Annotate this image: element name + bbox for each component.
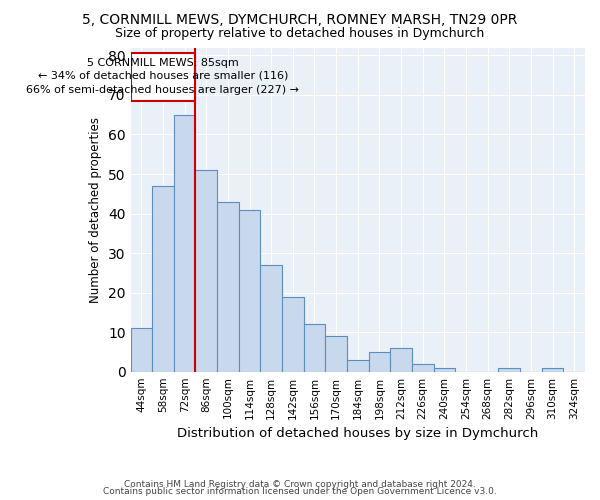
Text: ← 34% of detached houses are smaller (116): ← 34% of detached houses are smaller (11… — [38, 71, 288, 81]
Bar — [390, 348, 412, 372]
Bar — [131, 328, 152, 372]
Bar — [347, 360, 368, 372]
Bar — [499, 368, 520, 372]
Text: 5 CORNMILL MEWS: 85sqm: 5 CORNMILL MEWS: 85sqm — [87, 58, 239, 68]
FancyBboxPatch shape — [131, 54, 195, 101]
Text: 5, CORNMILL MEWS, DYMCHURCH, ROMNEY MARSH, TN29 0PR: 5, CORNMILL MEWS, DYMCHURCH, ROMNEY MARS… — [82, 12, 518, 26]
Bar — [368, 352, 390, 372]
Bar — [412, 364, 434, 372]
Text: Size of property relative to detached houses in Dymchurch: Size of property relative to detached ho… — [115, 28, 485, 40]
Bar — [434, 368, 455, 372]
Bar — [152, 186, 174, 372]
X-axis label: Distribution of detached houses by size in Dymchurch: Distribution of detached houses by size … — [177, 427, 538, 440]
Y-axis label: Number of detached properties: Number of detached properties — [89, 116, 103, 302]
Text: Contains public sector information licensed under the Open Government Licence v3: Contains public sector information licen… — [103, 488, 497, 496]
Bar — [239, 210, 260, 372]
Bar — [174, 114, 196, 372]
Bar — [217, 202, 239, 372]
Bar — [542, 368, 563, 372]
Text: 66% of semi-detached houses are larger (227) →: 66% of semi-detached houses are larger (… — [26, 85, 299, 95]
Bar — [196, 170, 217, 372]
Bar — [325, 336, 347, 372]
Text: Contains HM Land Registry data © Crown copyright and database right 2024.: Contains HM Land Registry data © Crown c… — [124, 480, 476, 489]
Bar — [282, 296, 304, 372]
Bar — [260, 265, 282, 372]
Bar — [304, 324, 325, 372]
